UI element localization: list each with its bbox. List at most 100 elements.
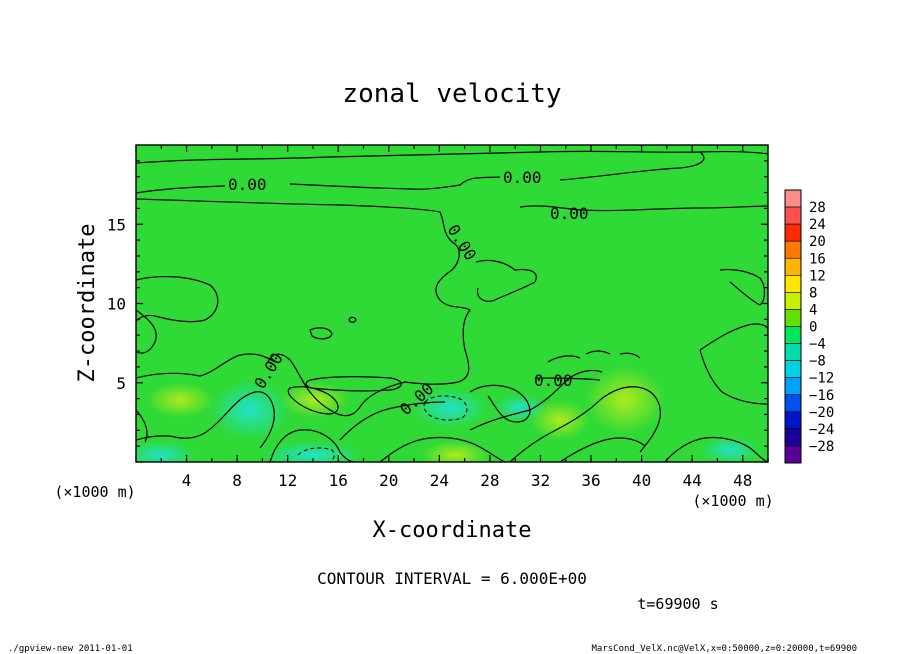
contour-line: [475, 259, 537, 302]
contour-label: 0.00: [550, 204, 589, 223]
contour-line: [136, 409, 148, 443]
x-tick-label: 36: [581, 471, 600, 490]
field-blob-positive: [421, 441, 489, 462]
time-text: t=69900 s: [637, 595, 718, 613]
colorbar-swatch: [784, 343, 802, 361]
y-axis-unit: (×1000 m): [54, 483, 135, 501]
field-blob-positive: [585, 366, 665, 434]
colorbar-swatch: [784, 360, 802, 378]
colorbar-swatch: [784, 411, 802, 430]
contour-line: [136, 353, 276, 379]
plot-area: [136, 145, 768, 462]
x-tick-label: 8: [232, 471, 242, 490]
contour-line-negative: [297, 447, 335, 462]
contour-interval-text: CONTOUR INTERVAL = 6.000E+00: [317, 569, 587, 588]
contour-line: [719, 268, 766, 306]
x-axis-unit: (×1000 m): [692, 492, 773, 510]
x-axis: 4 8 12 16 20 24 28 32 36 40 44 48: [135, 145, 769, 490]
colorbar-swatch: [784, 309, 802, 327]
colorbar-label: −24: [809, 422, 834, 438]
colorbar-swatch: [784, 377, 802, 396]
colorbar-label: −8: [809, 354, 826, 370]
colorbar-label: 20: [809, 234, 826, 250]
x-tick-label: 44: [683, 471, 702, 490]
contour-line: [136, 150, 768, 164]
field-blob-positive: [146, 382, 214, 418]
x-tick-label: 24: [430, 471, 449, 490]
colorbar-label: −4: [809, 337, 826, 353]
contour-line: [136, 391, 275, 449]
contour-label: 0.00: [503, 168, 542, 187]
contour-line: [309, 327, 333, 340]
colorbar-swatch: [784, 223, 802, 242]
colorbar-label: −16: [809, 388, 834, 404]
colorbar-swatch: [784, 240, 802, 259]
contour-line: [305, 376, 402, 392]
contour-line: [136, 151, 705, 194]
x-tick-label: 20: [379, 471, 398, 490]
contour-line: [469, 369, 603, 431]
colorbar-label: 8: [809, 285, 817, 301]
contour-line: [534, 350, 641, 381]
contour-line: [136, 276, 219, 323]
colorbar-label: −28: [809, 439, 834, 455]
field-blob-negative: [700, 436, 760, 462]
contour-line: [519, 205, 768, 212]
contour-label: 0.00: [228, 175, 267, 194]
contour-line: [136, 309, 157, 354]
y-tick-label: 15: [107, 215, 126, 234]
x-tick-label: 12: [278, 471, 297, 490]
contour-lines-dashed: [297, 395, 468, 462]
contour-line-negative: [423, 395, 468, 421]
colorbar-label: 0: [809, 320, 817, 336]
field-blob-negative: [210, 380, 290, 440]
contour-line: [348, 316, 357, 323]
x-tick-label: 32: [531, 471, 550, 490]
contour-line: [664, 436, 768, 462]
chart-title: zonal velocity: [342, 79, 561, 109]
contour-line: [509, 386, 661, 462]
contour-label: 0.00: [534, 371, 573, 390]
colorbar-swatch: [784, 189, 802, 208]
y-axis: 5 10 15: [107, 160, 768, 463]
contour-line: [379, 436, 506, 462]
colorbar-swatch: [784, 428, 802, 447]
footer-left: ./gpview-new 2011-01-01: [8, 644, 133, 654]
x-axis-title: X-coordinate: [373, 518, 532, 543]
contour-line: [699, 323, 768, 405]
field-blob-negative: [494, 394, 546, 422]
colorbar-swatch: [784, 326, 802, 344]
colorbar-swatch: [784, 275, 802, 293]
footer-right: MarsCond_VelX.nc@VelX,x=0:50000,z=0:2000…: [591, 644, 857, 654]
y-tick-label: 5: [116, 374, 126, 393]
contour-line: [136, 198, 471, 417]
colorbar-swatch: [784, 445, 802, 464]
colorbar-label: −20: [809, 405, 834, 421]
x-tick-label: 28: [480, 471, 499, 490]
colorbar-label: 12: [809, 268, 826, 284]
colorbar-label: −12: [809, 371, 834, 387]
colorbar-swatch: [784, 292, 802, 310]
colorbar-swatch: [784, 206, 802, 225]
colorbar-label: 4: [809, 302, 817, 318]
y-tick-label: 10: [107, 295, 126, 314]
x-tick-label: 40: [632, 471, 651, 490]
x-tick-label: 4: [182, 471, 192, 490]
colorbar-label: 24: [809, 217, 826, 233]
colorbar-label: 16: [809, 251, 826, 267]
contour-line: [339, 384, 531, 441]
contour-line: [269, 429, 356, 462]
x-tick-label: 48: [733, 471, 752, 490]
field-blob-positive: [281, 382, 349, 418]
colorbar-label: 28: [809, 200, 826, 216]
colorbar-frame: [784, 189, 802, 464]
colorbar-swatch: [784, 394, 802, 413]
x-tick-label: 16: [329, 471, 348, 490]
colorbar-swatch: [784, 257, 802, 276]
y-axis-title: Z-coordinate: [75, 224, 100, 383]
contour-line: [559, 437, 646, 462]
contour-lines: [136, 150, 768, 462]
field-blob-negative: [136, 441, 196, 462]
